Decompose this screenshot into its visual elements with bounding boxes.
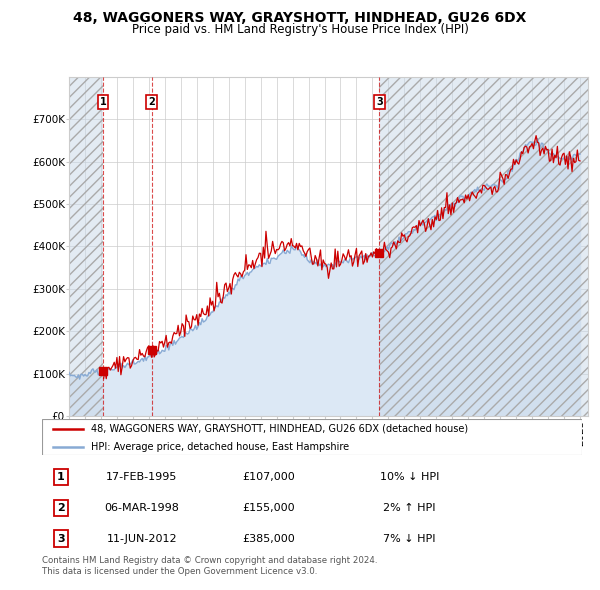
Text: 1: 1 — [57, 472, 65, 482]
Text: £107,000: £107,000 — [242, 472, 295, 482]
Text: 3: 3 — [376, 97, 383, 107]
Text: 7% ↓ HPI: 7% ↓ HPI — [383, 533, 436, 543]
Text: HPI: Average price, detached house, East Hampshire: HPI: Average price, detached house, East… — [91, 442, 349, 453]
Text: 2: 2 — [148, 97, 155, 107]
Text: 2% ↑ HPI: 2% ↑ HPI — [383, 503, 436, 513]
Text: 2: 2 — [57, 503, 65, 513]
Text: Contains HM Land Registry data © Crown copyright and database right 2024.
This d: Contains HM Land Registry data © Crown c… — [42, 556, 377, 576]
Text: 1: 1 — [100, 97, 106, 107]
Text: 06-MAR-1998: 06-MAR-1998 — [104, 503, 179, 513]
Text: 3: 3 — [57, 533, 65, 543]
Text: 48, WAGGONERS WAY, GRAYSHOTT, HINDHEAD, GU26 6DX (detached house): 48, WAGGONERS WAY, GRAYSHOTT, HINDHEAD, … — [91, 424, 468, 434]
Text: £155,000: £155,000 — [242, 503, 295, 513]
Text: 11-JUN-2012: 11-JUN-2012 — [107, 533, 177, 543]
Text: £385,000: £385,000 — [242, 533, 295, 543]
Text: 48, WAGGONERS WAY, GRAYSHOTT, HINDHEAD, GU26 6DX: 48, WAGGONERS WAY, GRAYSHOTT, HINDHEAD, … — [73, 11, 527, 25]
Text: 10% ↓ HPI: 10% ↓ HPI — [380, 472, 439, 482]
Text: Price paid vs. HM Land Registry's House Price Index (HPI): Price paid vs. HM Land Registry's House … — [131, 23, 469, 36]
Text: 17-FEB-1995: 17-FEB-1995 — [106, 472, 178, 482]
